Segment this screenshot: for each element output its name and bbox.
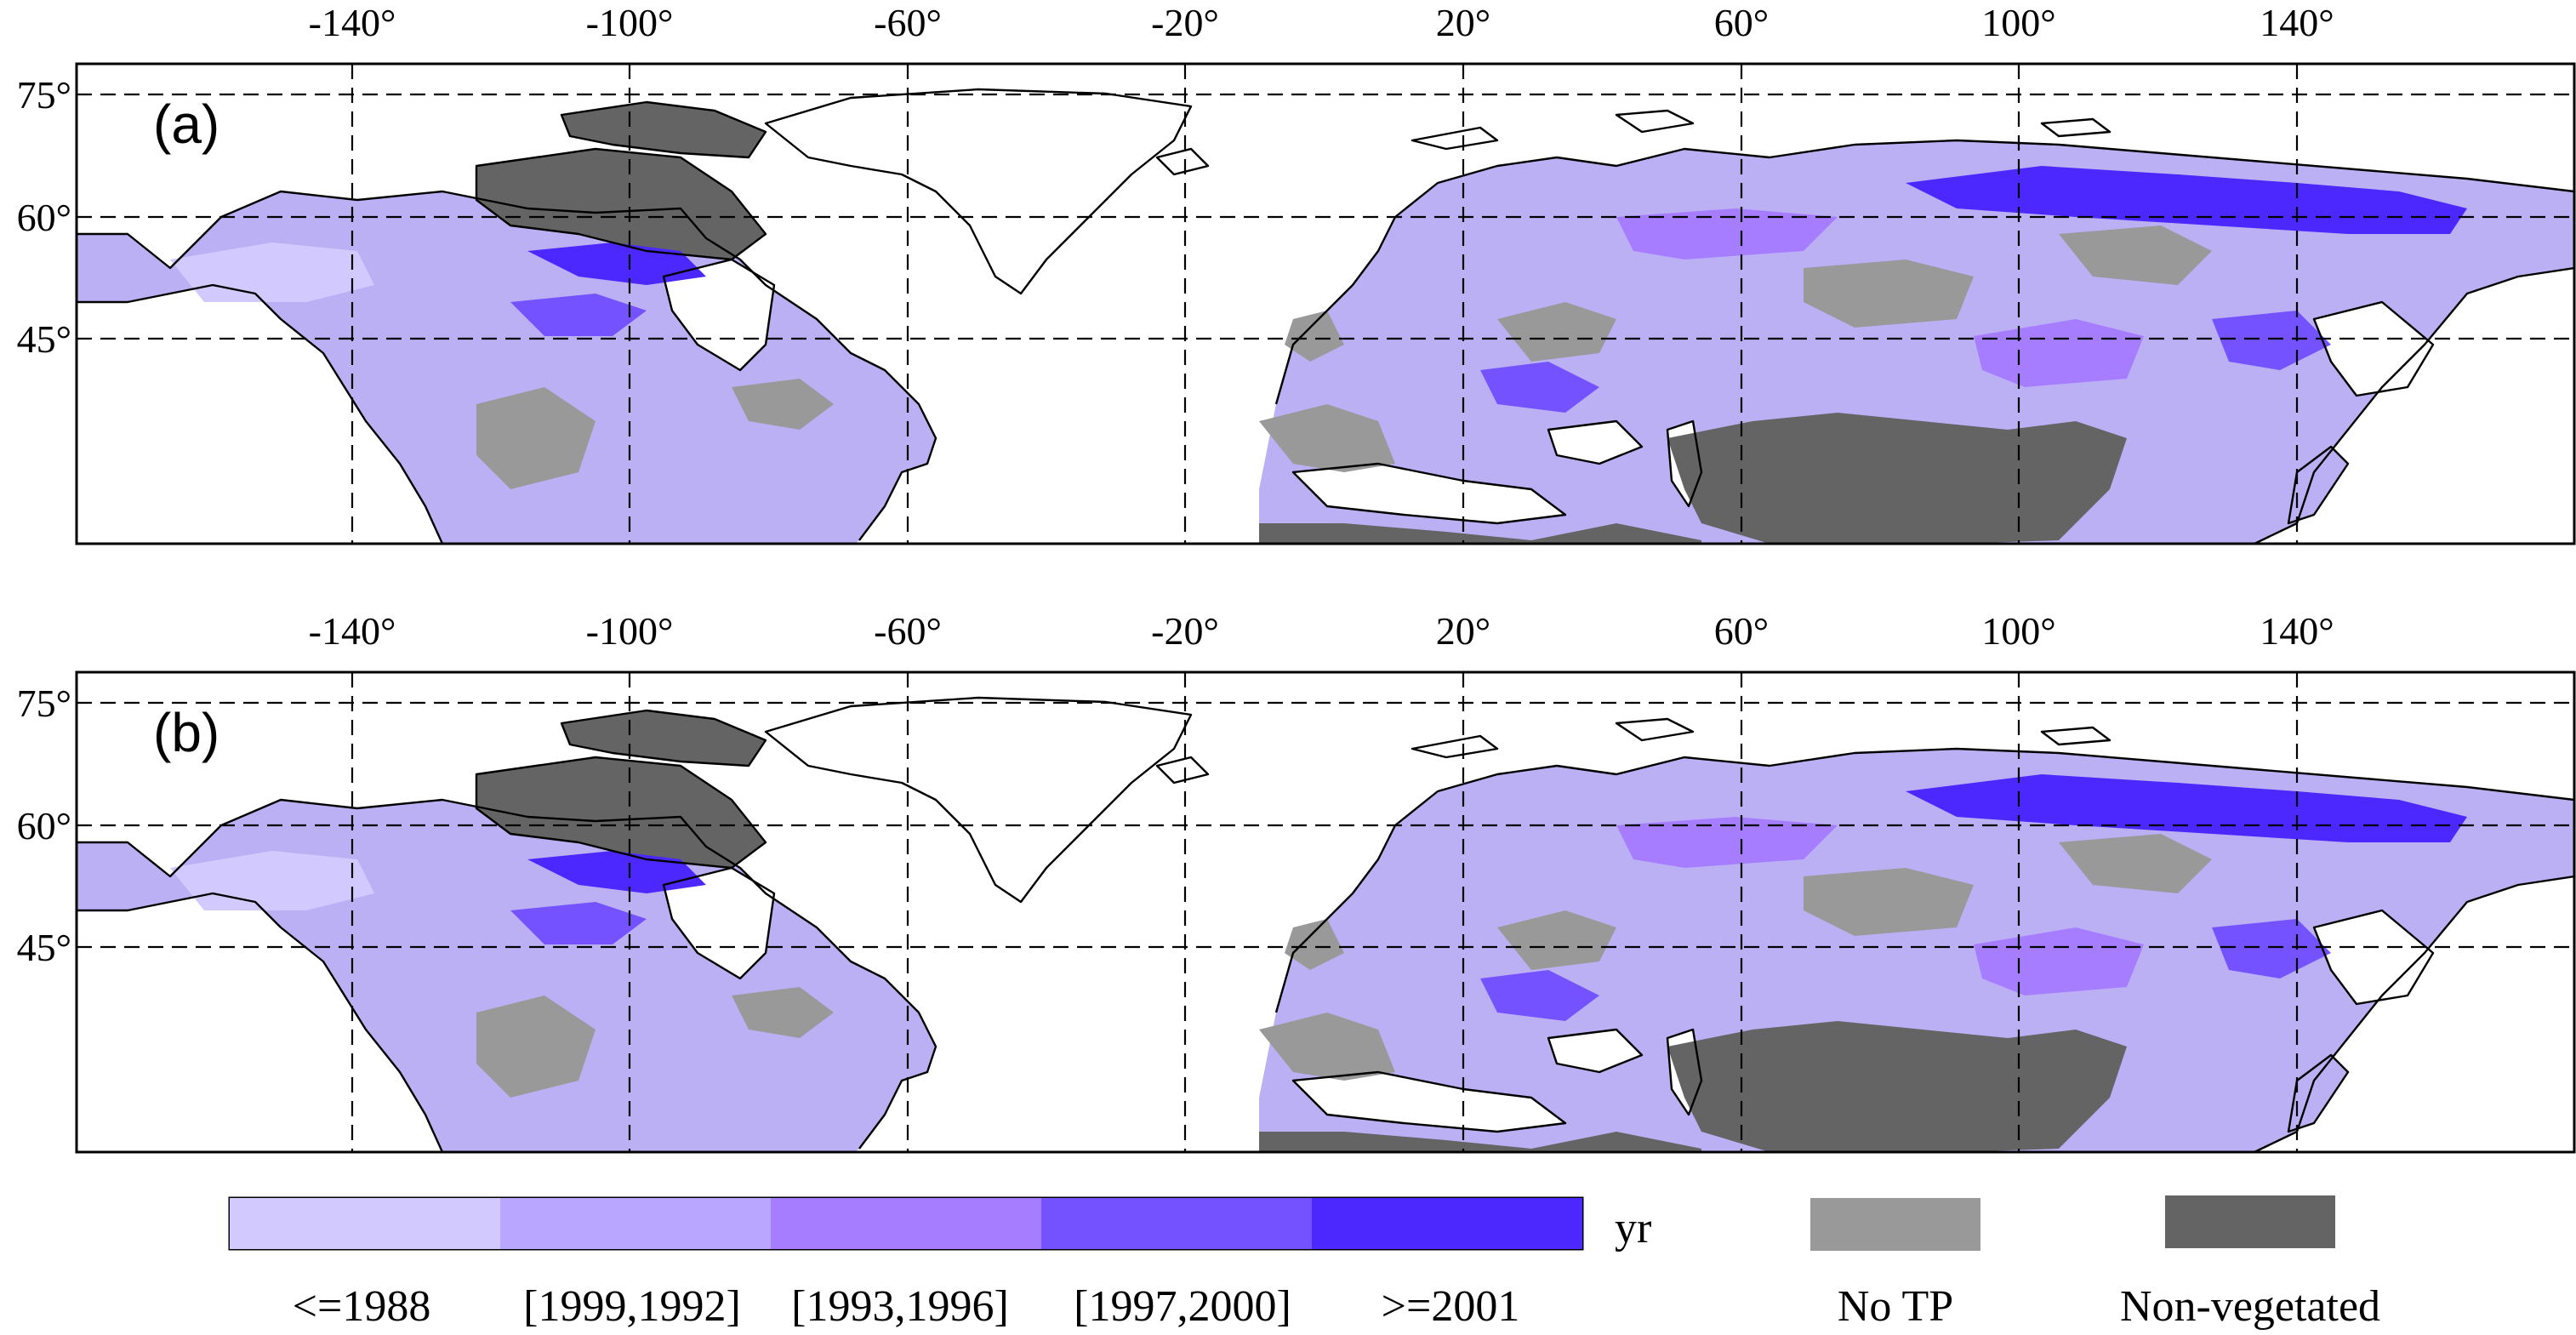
lon-tick-label: -60°	[874, 1, 942, 44]
panel-b-graticule	[77, 672, 2574, 1152]
lat-tick-label: 75°	[17, 73, 71, 117]
lon-tick-label: 100°	[1981, 609, 2055, 653]
lon-tick-label: 20°	[1436, 609, 1490, 653]
panel-a-graticule	[77, 64, 2574, 544]
legend-class-label: [1997,2000]	[1074, 1282, 1291, 1331]
panel-b: (b)	[75, 670, 2576, 1154]
panel-a-label: (a)	[153, 94, 219, 155]
lon-tick-label: 140°	[2260, 1, 2334, 44]
lon-tick-label: -140°	[309, 1, 396, 44]
panel-a: (a)	[75, 62, 2576, 545]
lon-tick-label: 60°	[1714, 1, 1769, 44]
legend-swatch-non-vegetated	[2165, 1195, 2335, 1248]
lat-tick-label: 60°	[17, 196, 71, 239]
legend-class-swatch	[230, 1198, 500, 1249]
lat-tick-label: 60°	[17, 804, 71, 847]
lon-tick-label: 60°	[1714, 609, 1769, 653]
lon-tick-label: -100°	[586, 609, 674, 653]
legend-class-swatch	[771, 1198, 1041, 1249]
legend-swatch-no-tp	[1810, 1198, 1980, 1251]
panel-b-frame	[75, 670, 2576, 1154]
legend-class-swatch	[500, 1198, 771, 1249]
legend-label-no-tp: No TP	[1838, 1282, 1953, 1331]
lon-tick-label: 140°	[2260, 609, 2334, 653]
legend-class-swatch	[1312, 1198, 1582, 1249]
panel-a-frame	[75, 62, 2576, 545]
legend-class-swatch	[1041, 1198, 1312, 1249]
lon-tick-label: -60°	[874, 609, 942, 653]
lon-tick-label: -20°	[1151, 609, 1219, 653]
tick-labels: -140° -100° -60° -20° 20° 60° 100° 140° 75° 60° 45…	[17, 1, 2334, 969]
lat-tick-label: 45°	[17, 317, 71, 361]
legend-class-label: [1993,1996]	[791, 1282, 1009, 1331]
lon-tick-label: -140°	[309, 609, 396, 653]
lon-tick-label: 100°	[1981, 1, 2055, 44]
panel-b-label: (b)	[153, 702, 219, 763]
legend-class-label: <=1988	[293, 1282, 431, 1331]
legend-label-non-vegetated: Non-vegetated	[2120, 1282, 2380, 1331]
legend-colorbar: <=1988 [1999,1992] [1993,1996] [1997,2000] >…	[230, 1198, 1582, 1331]
lon-tick-label: -20°	[1151, 1, 1219, 44]
lon-tick-label: -100°	[586, 1, 674, 44]
legend-class-label: >=2001	[1382, 1282, 1520, 1331]
legend-class-label: [1999,1992]	[523, 1282, 741, 1331]
legend: <=1988 [1999,1992] [1993,1996] [1997,2000] >…	[228, 1195, 2380, 1331]
lon-tick-label: 20°	[1436, 1, 1490, 44]
legend-unit: yr	[1615, 1204, 1651, 1252]
lat-tick-label: 75°	[17, 682, 71, 725]
lat-tick-label: 45°	[17, 926, 71, 969]
